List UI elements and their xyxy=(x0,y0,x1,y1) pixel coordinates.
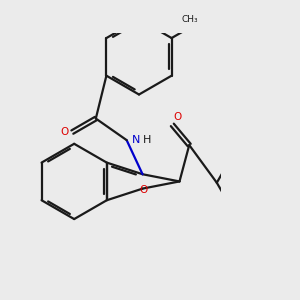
Text: O: O xyxy=(140,185,148,195)
Text: H: H xyxy=(143,135,151,145)
Text: O: O xyxy=(60,127,69,137)
Text: N: N xyxy=(132,135,140,145)
Text: CH₃: CH₃ xyxy=(181,15,198,24)
Text: O: O xyxy=(174,112,182,122)
